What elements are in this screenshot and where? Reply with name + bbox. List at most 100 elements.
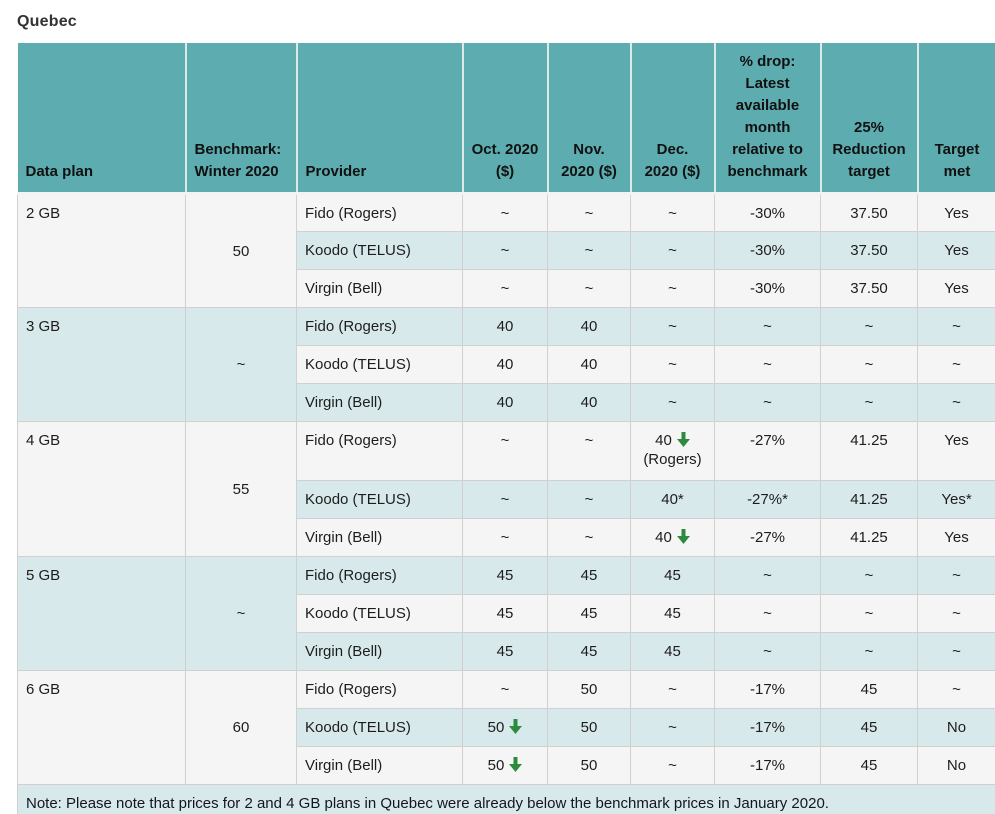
provider-cell: Koodo (TELUS) [296,708,463,747]
reduction-target-cell: 41.25 [820,480,918,519]
provider-cell: Fido (Rogers) [296,193,463,232]
nov-price-cell: 50 [547,670,631,709]
nov-price-cell: 50 [547,746,631,785]
green-down-arrow-icon [676,432,690,447]
reduction-target-cell: ~ [820,345,918,384]
drop-cell: ~ [714,594,821,633]
nov-price-cell: 40 [547,383,631,422]
oct-price-cell: 45 [462,556,548,595]
oct-price-cell: 50 [462,708,548,747]
table-note-row: Note: Please note that prices for 2 and … [17,784,995,814]
quebec-price-table: Data plan Benchmark: Winter 2020 Provide… [17,43,995,814]
oct-price-cell: ~ [462,670,548,709]
target-met-cell: ~ [917,670,995,709]
drop-cell: -27%* [714,480,821,519]
dec-price-cell: ~ [630,193,715,232]
reduction-target-cell: ~ [820,383,918,422]
nov-price-cell: ~ [547,480,631,519]
reduction-target-cell: 45 [820,670,918,709]
table-row: Koodo (TELUS) ~ ~ 40* -27%* 41.25 Yes* [18,480,995,519]
table-row: Koodo (TELUS) ~ ~ ~ -30% 37.50 Yes [18,231,995,270]
reduction-target-cell: ~ [820,556,918,595]
dec-price-cell: ~ [630,269,715,308]
header-row: Data plan Benchmark: Winter 2020 Provide… [17,43,995,195]
benchmark-cell: ~ [185,307,297,422]
provider-cell: Virgin (Bell) [296,518,463,557]
benchmark-cell: 60 [185,670,297,785]
dec-price-cell: 40 [630,518,715,557]
reduction-target-cell: 45 [820,746,918,785]
benchmark-cell: ~ [185,556,297,671]
green-down-arrow-icon [509,719,523,734]
target-met-cell: ~ [917,307,995,346]
provider-cell: Fido (Rogers) [296,307,463,346]
benchmark-cell: 55 [185,421,297,557]
target-met-cell: ~ [917,632,995,671]
oct-price-cell: ~ [462,231,548,270]
drop-cell: ~ [714,307,821,346]
oct-price-cell: 40 [462,307,548,346]
reduction-target-cell: ~ [820,307,918,346]
table-row: 3 GB ~ Fido (Rogers) 40 40 ~ ~ ~ ~ [17,307,995,422]
target-met-cell: ~ [917,345,995,384]
nov-price-cell: 40 [547,307,631,346]
target-met-cell: Yes* [917,480,995,519]
dec-price-cell: 45 [630,632,715,671]
provider-cell: Koodo (TELUS) [296,480,463,519]
reduction-target-cell: 37.50 [820,269,918,308]
dec-price-cell: 40 (Rogers) [630,421,715,481]
reduction-target-cell: ~ [820,632,918,671]
drop-cell: -30% [714,269,821,308]
reduction-target-cell: 37.50 [820,193,918,232]
target-met-cell: ~ [917,383,995,422]
plan-cell: 2 GB [17,193,186,308]
dec-price-cell: ~ [630,383,715,422]
table-row: Koodo (TELUS) 50 50 ~ -17% 45 No [18,708,995,747]
nov-price-cell: ~ [547,421,631,481]
table-row: Virgin (Bell) 50 50 ~ -17% 45 No [18,746,995,785]
reduction-target-cell: ~ [820,594,918,633]
table-row: 5 GB ~ Fido (Rogers) 45 45 45 ~ ~ ~ [17,556,995,671]
drop-cell: -27% [714,421,821,481]
drop-cell: -17% [714,708,821,747]
drop-cell: -30% [714,193,821,232]
drop-cell: ~ [714,345,821,384]
nov-price-cell: 50 [547,708,631,747]
oct-price-cell: ~ [462,421,548,481]
drop-cell: ~ [714,556,821,595]
oct-price-cell: 45 [462,594,548,633]
target-met-cell: ~ [917,594,995,633]
dec-price-note: (Rogers) [643,451,702,468]
green-down-arrow-icon [676,529,690,544]
oct-price-cell: 50 [462,746,548,785]
target-met-cell: No [917,746,995,785]
dec-price-cell: ~ [630,307,715,346]
drop-cell: ~ [714,632,821,671]
dec-price-cell: ~ [630,670,715,709]
dec-price-value: 40 [639,431,706,450]
table-row: 4 GB 55 Fido (Rogers) ~ ~ 40 (Rogers) -2… [17,421,995,557]
benchmark-cell: 50 [185,193,297,308]
target-met-cell: Yes [917,193,995,232]
nov-price-cell: 45 [547,594,631,633]
target-met-cell: ~ [917,556,995,595]
provider-cell: Virgin (Bell) [296,632,463,671]
nov-price-cell: 45 [547,632,631,671]
reduction-target-cell: 45 [820,708,918,747]
header-percent-drop: % drop: Latest available month relative … [713,43,821,195]
nov-price-cell: 40 [547,345,631,384]
oct-price-cell: 45 [462,632,548,671]
dec-price-cell: ~ [630,231,715,270]
provider-cell: Virgin (Bell) [296,746,463,785]
plan-cell: 4 GB [17,421,186,557]
drop-cell: -17% [714,746,821,785]
table-row: 6 GB 60 Fido (Rogers) ~ 50 ~ -17% 45 ~ [17,670,995,785]
target-met-cell: Yes [917,269,995,308]
header-oct-2020: Oct. 2020 ($) [461,43,548,195]
target-met-cell: Yes [917,518,995,557]
provider-cell: Koodo (TELUS) [296,231,463,270]
target-met-cell: Yes [917,421,995,481]
oct-price-cell: ~ [462,269,548,308]
reduction-target-cell: 41.25 [820,518,918,557]
table-row: Koodo (TELUS) 45 45 45 ~ ~ ~ [18,594,995,633]
